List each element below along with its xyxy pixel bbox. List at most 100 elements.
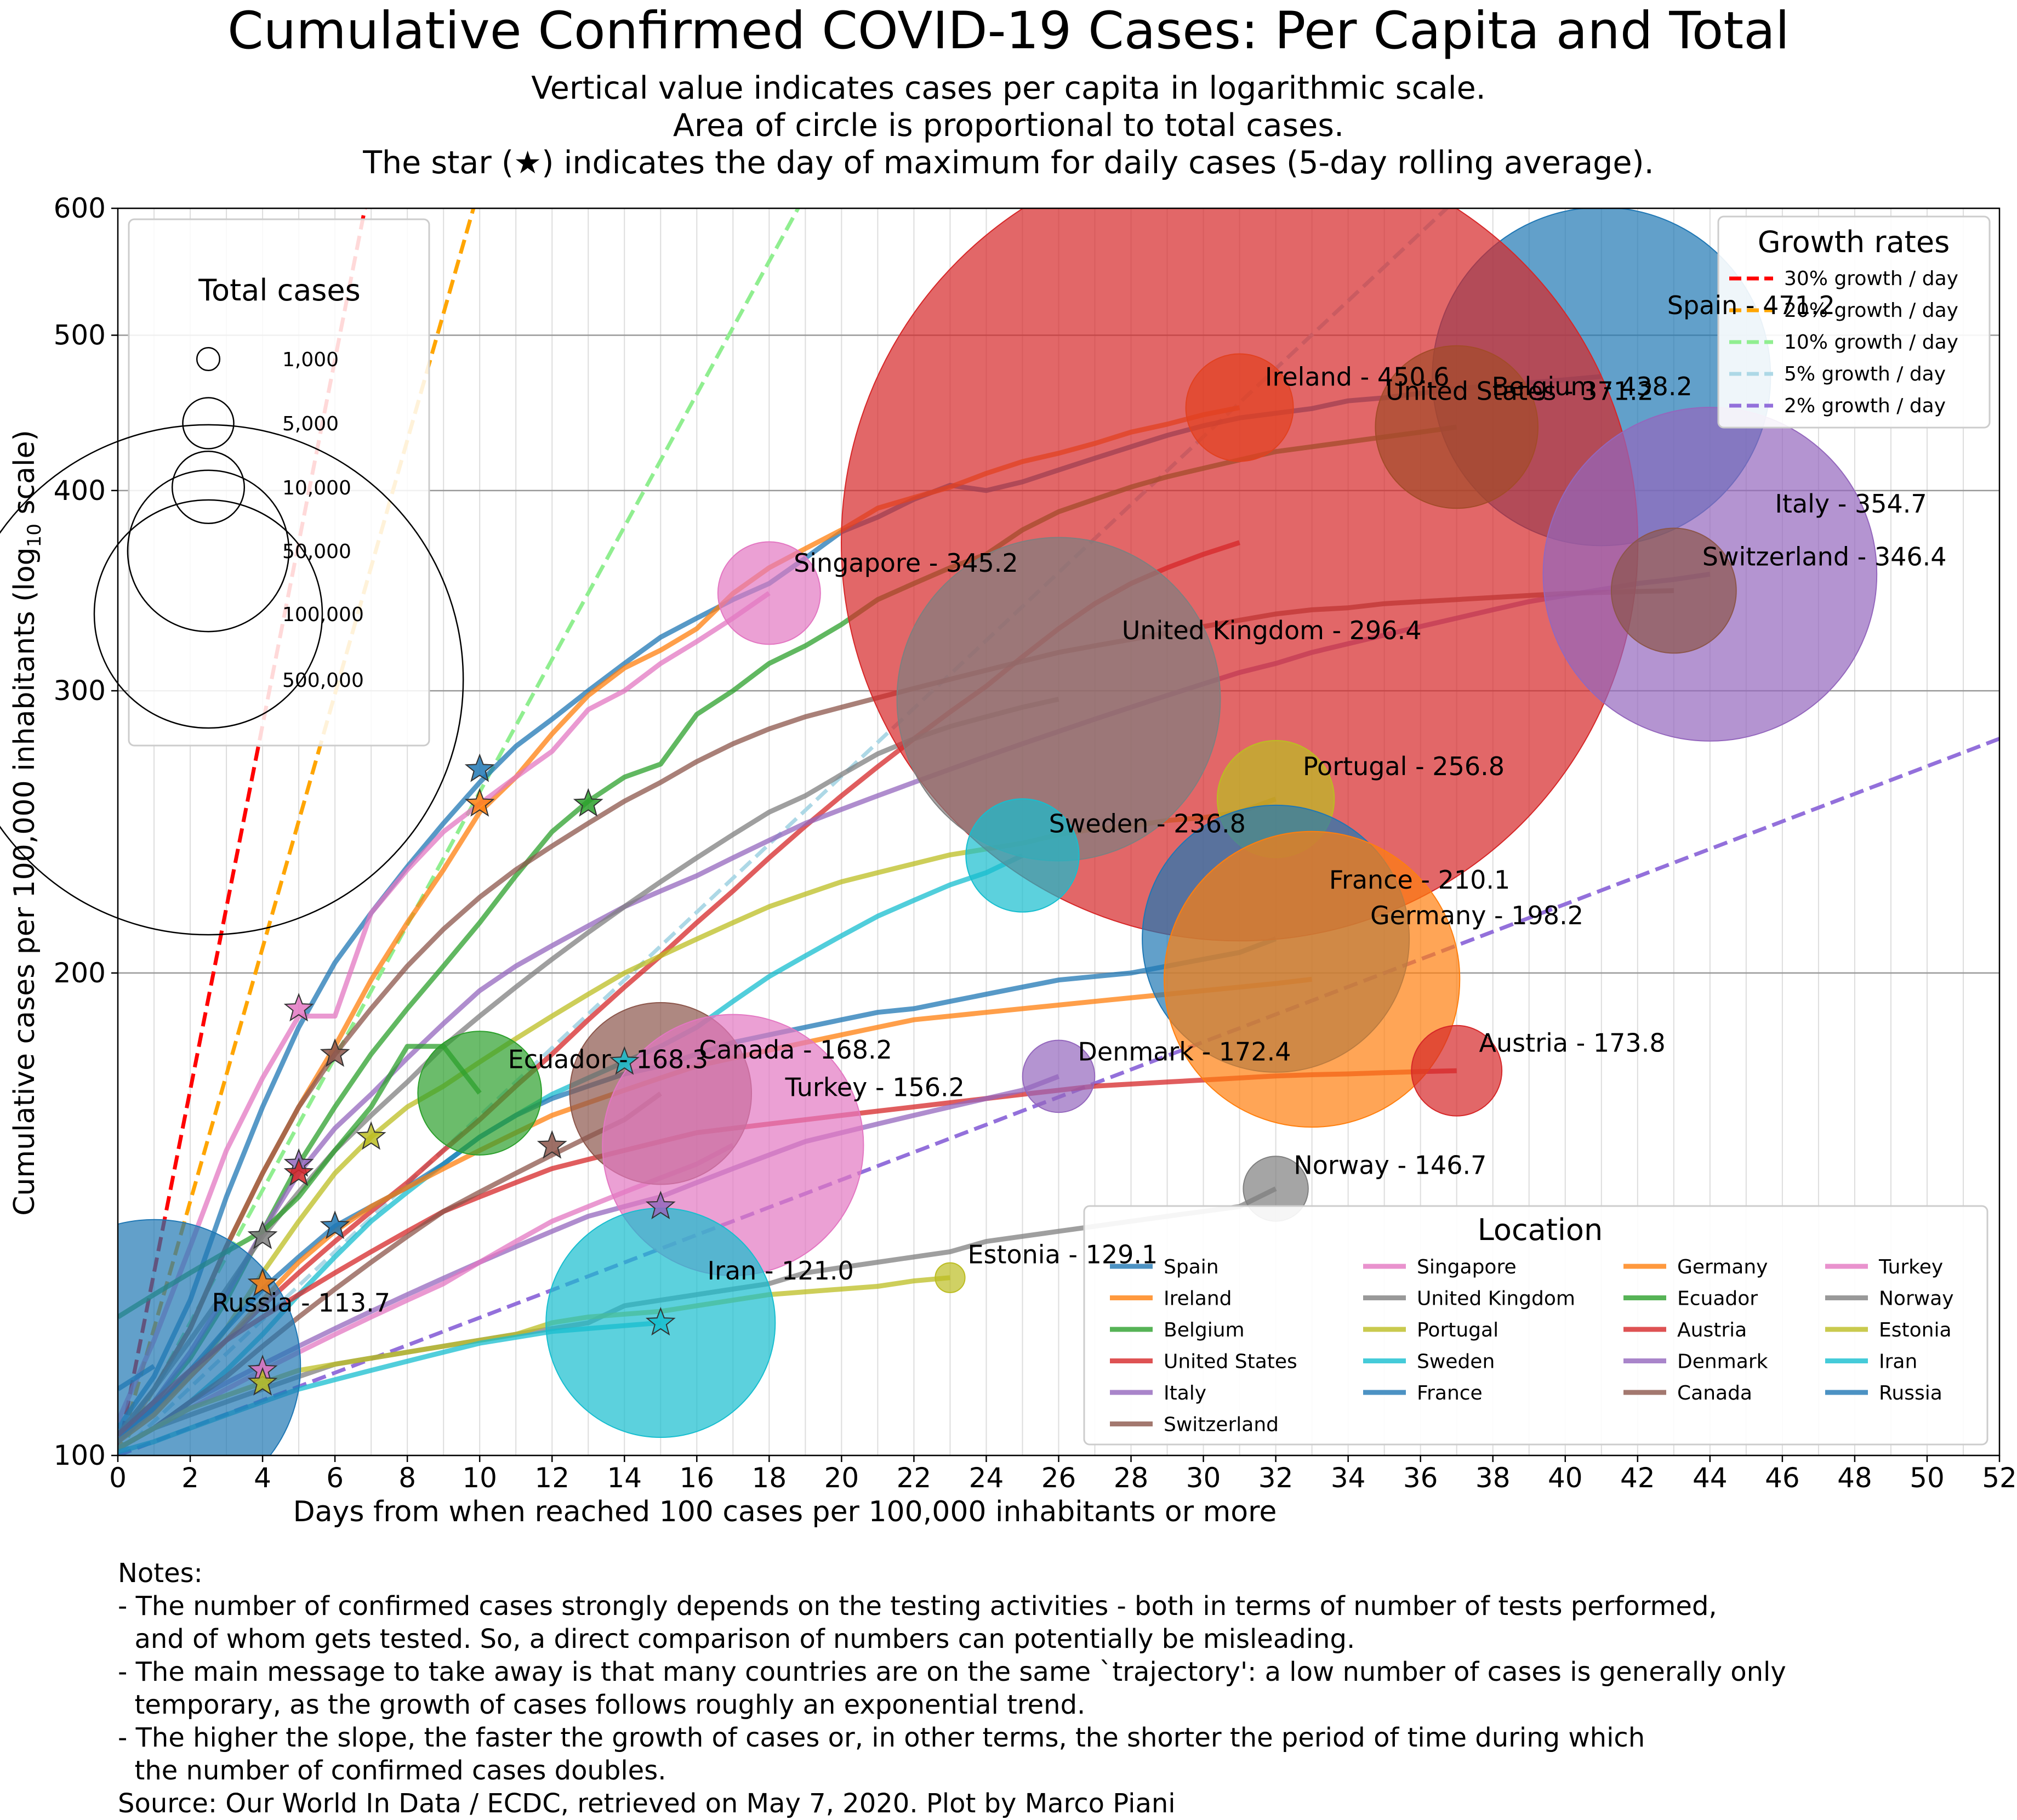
country-label: France - 210.1 (1329, 865, 1511, 895)
notes-line: - The higher the slope, the faster the g… (118, 1722, 1645, 1753)
axes: 0 2 4 6 8 10 12 14 16 18 20 22 24 26 28 30 32 34 36 38 40 42 4… (54, 192, 2017, 1494)
location-legend-label: Singapore (1417, 1256, 1517, 1278)
growth-legend-label: 20% growth / day (1784, 299, 1958, 322)
location-legend-label: Ireland (1164, 1288, 1232, 1310)
location-legend-label: Portugal (1417, 1319, 1498, 1341)
x-tick-label: 34 (1331, 1462, 1366, 1494)
country-label: Austria - 173.8 (1479, 1028, 1666, 1057)
growth-legend-label: 10% growth / day (1784, 331, 1958, 354)
growth-legend-label: 30% growth / day (1784, 268, 1958, 290)
x-tick-label: 10 (462, 1462, 497, 1494)
y-tick-label: 200 (54, 957, 106, 989)
x-tick-label: 36 (1403, 1462, 1438, 1494)
x-tick-label: 22 (897, 1462, 932, 1494)
peak-star (247, 1220, 278, 1249)
x-tick-label: 4 (254, 1462, 271, 1494)
location-legend-label: Canada (1677, 1382, 1752, 1404)
series-end-circle (935, 1262, 966, 1293)
y-tick-label: 400 (54, 475, 106, 507)
x-tick-label: 12 (534, 1462, 569, 1494)
peak-star (537, 1130, 567, 1159)
size-legend-label: 10,000 (282, 477, 351, 499)
peak-star (247, 1267, 278, 1296)
chart-subtitle-line-1: Vertical value indicates cases per capit… (531, 70, 1486, 106)
country-label: Ecuador - 168.3 (508, 1045, 708, 1074)
x-tick-label: 6 (326, 1462, 344, 1494)
country-label: Portugal - 256.8 (1303, 752, 1505, 781)
series-end-circle (417, 1031, 542, 1156)
country-label: Germany - 198.2 (1370, 901, 1583, 930)
size-legend-label: 1,000 (282, 349, 339, 371)
country-label: Iran - 121.0 (707, 1256, 853, 1286)
country-label: Italy - 354.7 (1775, 489, 1927, 519)
x-tick-label: 40 (1548, 1462, 1583, 1494)
location-legend-label: Russia (1879, 1382, 1942, 1404)
size-legend-title: Total cases (198, 273, 361, 308)
x-tick-label: 38 (1475, 1462, 1511, 1494)
size-legend-circle (93, 499, 323, 729)
growth-legend-title: Growth rates (1758, 225, 1950, 259)
size-legend-circle (171, 450, 246, 525)
series-end-circle (1022, 1039, 1096, 1113)
series-end-circle (965, 798, 1080, 913)
growth-legend-box (1717, 215, 1991, 429)
peak-star (356, 1121, 386, 1150)
notes-line: - The number of confirmed cases strongly… (118, 1591, 1717, 1622)
country-label: United Kingdom - 296.4 (1122, 616, 1422, 645)
notes-line: temporary, as the growth of cases follow… (118, 1690, 1086, 1720)
series-end-circle (1610, 527, 1737, 654)
country-label: Turkey - 156.2 (785, 1072, 965, 1102)
x-tick-label: 48 (1837, 1462, 1872, 1494)
country-label: Ireland - 450.6 (1265, 362, 1450, 391)
size-legend-circle (0, 424, 464, 936)
size-legend-label: 5,000 (282, 413, 339, 435)
y-axis-label-main: Cumulative cases per 100,000 inhabitants… (8, 547, 41, 1215)
chart-subtitle-line-3: The star (★) indicates the day of maximu… (362, 145, 1654, 181)
size-legend-circle (182, 397, 235, 450)
size-legend-label: 50,000 (282, 541, 351, 563)
x-tick-label: 30 (1186, 1462, 1221, 1494)
location-legend-label: Norway (1879, 1288, 1954, 1310)
peak-star (320, 1210, 350, 1239)
series-end-circle (1411, 1025, 1503, 1117)
size-legend-circle (127, 469, 290, 633)
x-tick-label: 0 (109, 1462, 127, 1494)
x-tick-label: 52 (1982, 1462, 2017, 1494)
y-axis-label: Cumulative cases per 100,000 inhabitants… (8, 430, 45, 1216)
x-tick-label: 46 (1765, 1462, 1800, 1494)
growth-legend: Growth rates 30% growth / day 20% growth /… (1717, 215, 1991, 429)
size-legend-label: 100,000 (282, 604, 364, 626)
country-label: Sweden - 236.8 (1049, 809, 1246, 838)
peak-star (283, 1157, 314, 1186)
growth-legend-label: 2% growth / day (1784, 395, 1946, 417)
chart-subtitle-line-2: Area of circle is proportional to total … (673, 107, 1344, 144)
country-label: Estonia - 129.1 (967, 1240, 1158, 1270)
country-label: Belgium - 438.2 (1492, 372, 1693, 401)
x-tick-label: 2 (181, 1462, 199, 1494)
peak-star (645, 1307, 676, 1336)
x-tick-label: 18 (752, 1462, 787, 1494)
x-tick-label: 8 (398, 1462, 416, 1494)
location-legend-label: Belgium (1164, 1319, 1245, 1341)
location-legend-label: Austria (1677, 1319, 1747, 1341)
country-label: Canada - 168.2 (699, 1035, 892, 1065)
y-axis-label-end: scale) (8, 430, 41, 524)
y-tick-label: 300 (54, 675, 106, 707)
country-label: Denmark - 172.4 (1078, 1037, 1291, 1066)
location-legend-label: United States (1164, 1351, 1297, 1373)
country-label: Norway - 146.7 (1294, 1151, 1486, 1180)
x-tick-label: 14 (607, 1462, 642, 1494)
peak-star (247, 1367, 278, 1396)
peak-star (464, 788, 495, 817)
y-tick-label: 500 (54, 319, 106, 351)
location-legend-label: Estonia (1879, 1319, 1952, 1341)
notes-line: Source: Our World In Data / ECDC, retrie… (118, 1788, 1176, 1819)
x-tick-label: 16 (679, 1462, 714, 1494)
chart-title: Cumulative Confirmed COVID-19 Cases: Per… (227, 1, 1790, 61)
country-label: Switzerland - 346.4 (1702, 542, 1947, 572)
x-tick-label: 44 (1693, 1462, 1728, 1494)
location-legend-label: Switzerland (1164, 1414, 1279, 1436)
notes-line: - The main message to take away is that … (118, 1657, 1786, 1687)
peak-star (645, 1191, 676, 1220)
